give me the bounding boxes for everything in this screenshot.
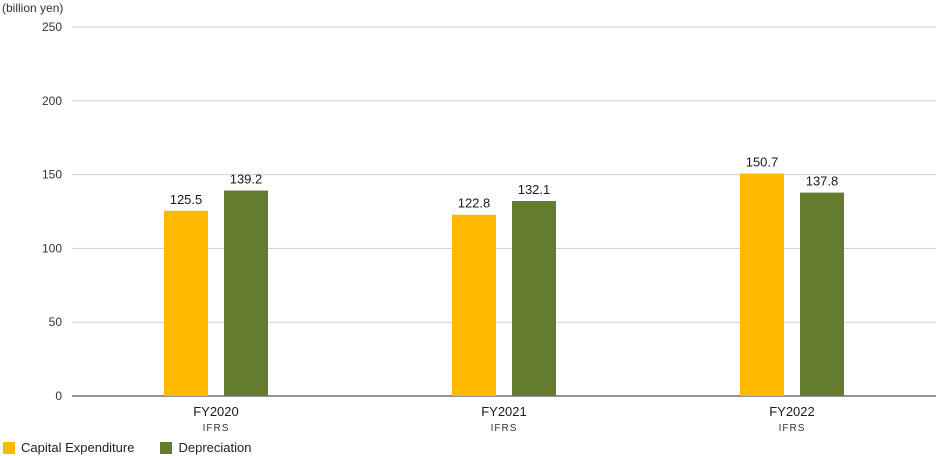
- bar-value-label: 132.1: [518, 182, 551, 197]
- legend-item-depreciation: Depreciation: [160, 440, 251, 455]
- y-tick-label: 200: [42, 94, 62, 108]
- bar-chart: 0 50 100 150 200 250 125.5 139.2 122.8 132.1 150.…: [42, 20, 936, 434]
- legend-label-depreciation: Depreciation: [178, 440, 252, 455]
- bar-value-label: 125.5: [170, 192, 203, 207]
- x-tick-sublabel: IFRS: [779, 423, 806, 434]
- legend-swatch-capital-expenditure: [3, 441, 15, 454]
- bar-value-label: 139.2: [230, 172, 263, 187]
- bar-depreciation-fy2022: [800, 192, 844, 396]
- legend-item-capital-expenditure: Capital Expenditure: [3, 440, 134, 455]
- y-tick-label: 250: [42, 20, 62, 34]
- legend: Capital Expenditure Depreciation: [3, 440, 277, 455]
- x-tick-sublabel: IFRS: [203, 423, 230, 434]
- bar-depreciation-fy2021: [512, 201, 556, 396]
- legend-label-capital-expenditure: Capital Expenditure: [21, 440, 135, 455]
- x-tick-label: FY2021: [481, 404, 527, 419]
- bar-value-label: 150.7: [746, 155, 779, 170]
- bar-value-label: 122.8: [458, 196, 491, 211]
- y-tick-label: 150: [42, 168, 62, 182]
- bar-capital-expenditure-fy2021: [452, 214, 496, 396]
- y-tick-label: 100: [42, 241, 62, 255]
- y-axis-unit-label: (billion yen): [2, 1, 64, 15]
- bar-value-label: 137.8: [806, 174, 839, 189]
- legend-swatch-depreciation: [160, 441, 173, 454]
- bar-depreciation-fy2020: [224, 190, 268, 396]
- x-tick-label: FY2020: [193, 404, 239, 419]
- bar-capital-expenditure-fy2022: [740, 173, 784, 396]
- y-tick-label: 0: [55, 389, 62, 403]
- bar-capital-expenditure-fy2020: [164, 210, 208, 396]
- x-tick-sublabel: IFRS: [491, 423, 518, 434]
- y-tick-label: 50: [49, 315, 63, 329]
- x-tick-label: FY2022: [769, 404, 815, 419]
